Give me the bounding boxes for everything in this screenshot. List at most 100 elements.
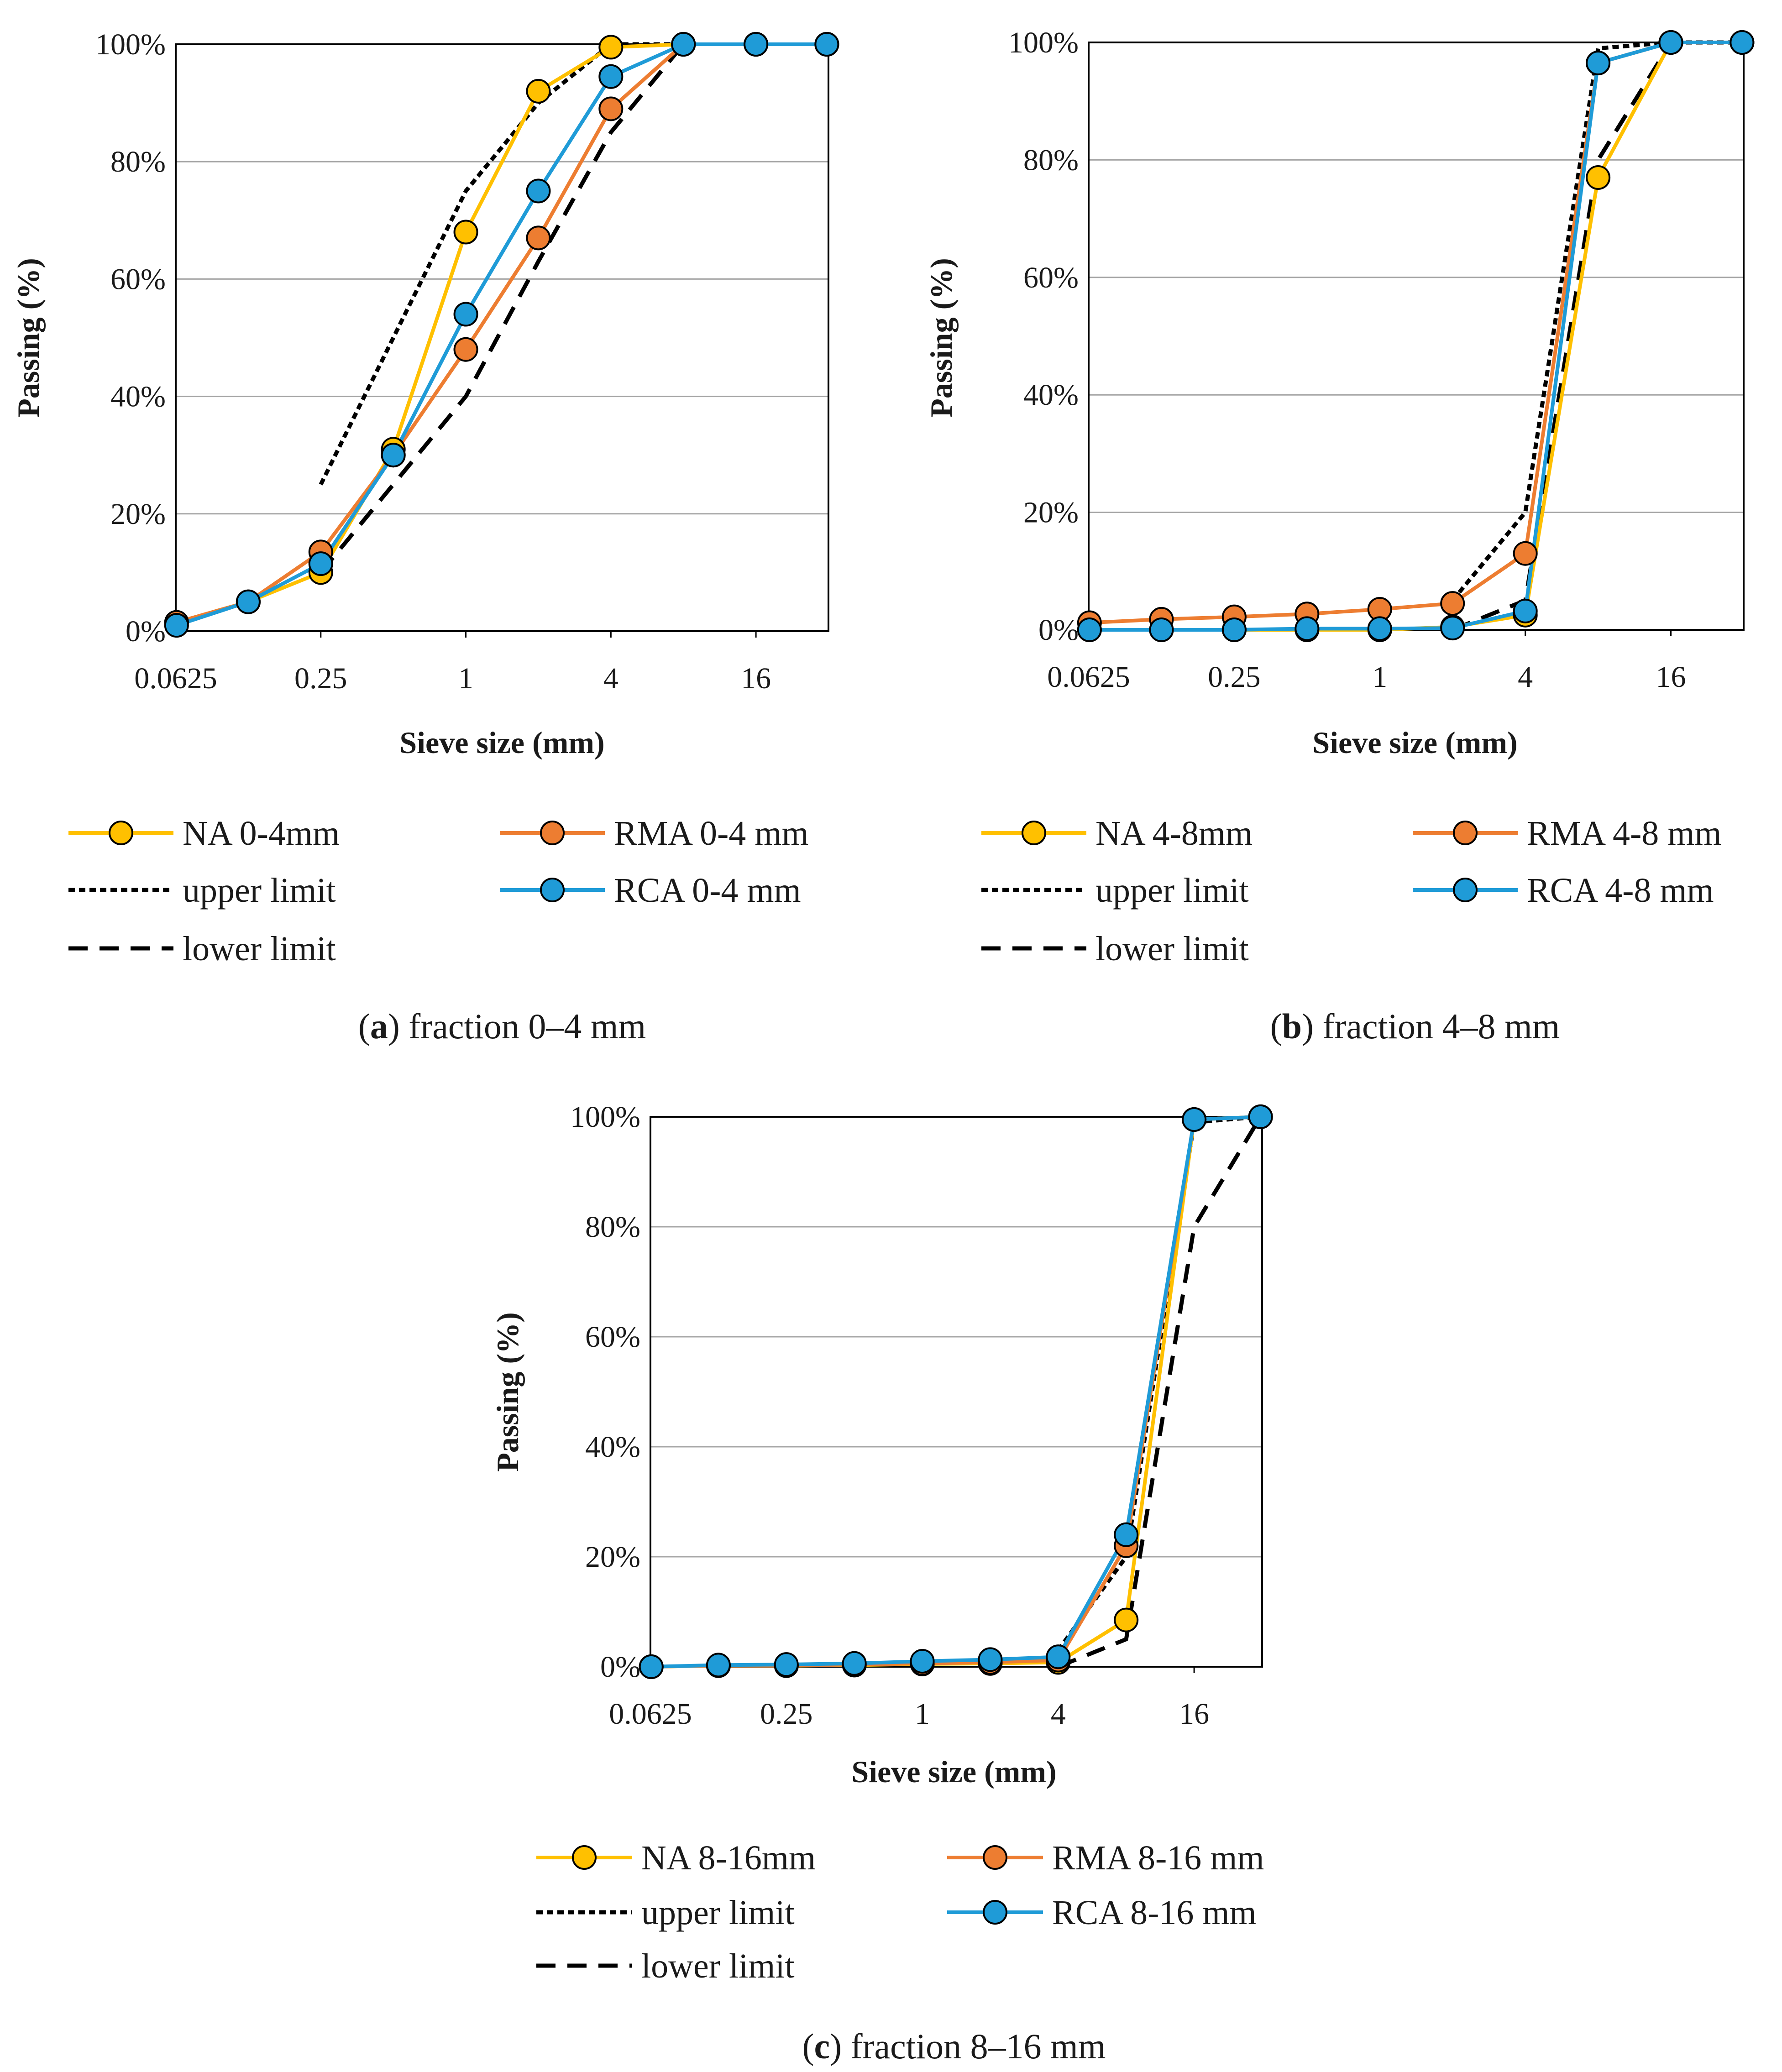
legend-item: lower limit <box>68 930 336 968</box>
data-point-rca-4-8-mm <box>1149 617 1174 642</box>
legend-label: lower limit <box>641 1947 795 1985</box>
data-point-rca-8-16-mm <box>1248 1104 1273 1129</box>
data-point-rca-0-4-mm <box>453 302 478 327</box>
data-point-rma-0-4-mm <box>526 225 551 251</box>
y-tick-label: 80% <box>110 145 166 178</box>
legend-label: lower limit <box>183 930 336 968</box>
legend-label: NA 0-4mm <box>183 814 340 853</box>
series-line-upper-limit <box>319 42 684 486</box>
series-line-lower-limit <box>1057 1115 1263 1669</box>
legend-marker <box>1453 878 1478 902</box>
legend-marker <box>983 1845 1007 1870</box>
y-axis-title: Passing (%) <box>924 258 959 417</box>
series-line-upper-limit <box>1451 40 1742 602</box>
data-point-rca-0-4-mm <box>526 178 551 204</box>
legend-label: RCA 0-4 mm <box>614 871 801 910</box>
y-tick-label: 60% <box>110 262 166 296</box>
y-tick-label: 20% <box>1023 496 1079 529</box>
x-tick-label: 4 <box>1518 660 1533 694</box>
x-tick-label: 0.25 <box>760 1697 813 1731</box>
legend-item: RMA 4-8 mm <box>1413 814 1722 853</box>
x-tick-label: 1 <box>1372 660 1387 694</box>
legend-item: RMA 8-16 mm <box>947 1839 1264 1877</box>
series-line-rma-0-4-mm <box>176 42 827 624</box>
data-point-rma-0-4-mm <box>598 96 624 121</box>
legend-label: NA 8-16mm <box>641 1839 816 1877</box>
legend-label: upper limit <box>1095 871 1249 910</box>
legend-label: upper limit <box>641 1894 795 1932</box>
series-line-rca-0-4-mm <box>176 42 827 627</box>
legend-marker <box>1453 821 1478 845</box>
data-point-rca-0-4-mm <box>671 32 696 57</box>
series-line-na-0-4mm <box>176 42 827 624</box>
legend-label: NA 4-8mm <box>1095 814 1253 853</box>
y-axis-title: Passing (%) <box>11 258 46 417</box>
data-point-rca-4-8-mm <box>1295 616 1320 641</box>
data-point-rca-0-4-mm <box>814 32 839 57</box>
data-point-na-4-8mm <box>1586 165 1611 190</box>
data-point-rca-4-8-mm <box>1586 51 1611 76</box>
data-point-na-8-16mm <box>1114 1607 1139 1632</box>
legend-item: RMA 0-4 mm <box>500 814 809 853</box>
y-tick-label: 100% <box>95 28 166 61</box>
y-tick-label: 40% <box>585 1430 640 1464</box>
data-point-rca-8-16-mm <box>1114 1522 1139 1547</box>
series-line-rca-8-16-mm <box>651 1115 1261 1669</box>
y-tick-label: 60% <box>585 1320 640 1354</box>
legend-item: RCA 0-4 mm <box>500 871 801 910</box>
x-tick-label: 0.0625 <box>609 1697 692 1731</box>
y-tick-label: 20% <box>110 497 166 531</box>
data-point-rca-4-8-mm <box>1367 616 1392 641</box>
data-point-rca-8-16-mm <box>842 1651 867 1676</box>
legend-marker <box>1022 821 1046 845</box>
y-tick-label: 20% <box>585 1540 640 1574</box>
data-point-rca-0-4-mm <box>598 64 624 89</box>
data-point-rca-8-16-mm <box>1182 1107 1207 1132</box>
y-tick-label: 40% <box>1023 378 1079 412</box>
data-point-rma-0-4-mm <box>453 337 478 362</box>
x-axis-title: Sieve size (mm) <box>851 1754 1056 1789</box>
legend-marker <box>109 821 133 845</box>
y-tick-label: 80% <box>585 1210 640 1244</box>
data-point-rma-4-8-mm <box>1513 541 1538 566</box>
x-tick-label: 1 <box>458 662 473 695</box>
legend-item: NA 8-16mm <box>536 1839 816 1877</box>
series-line-rca-4-8-mm <box>1089 41 1742 632</box>
plot-frame <box>175 43 829 632</box>
data-point-rca-0-4-mm <box>308 551 333 576</box>
y-axis-title: Passing (%) <box>490 1312 525 1471</box>
data-point-rca-0-4-mm <box>236 589 261 614</box>
plot-frame <box>650 1116 1263 1668</box>
x-tick-label: 16 <box>1179 1697 1209 1731</box>
series-line-rma-8-16-mm <box>651 1115 1261 1669</box>
data-point-rca-4-8-mm <box>1221 617 1247 642</box>
legend-label: RCA 8-16 mm <box>1052 1894 1257 1932</box>
y-tick-label: 100% <box>570 1100 640 1134</box>
legend-item: NA 4-8mm <box>981 814 1253 853</box>
legend-marker <box>540 821 565 845</box>
panel-caption: (a) fraction 0–4 mm <box>358 1006 646 1046</box>
x-axis-title: Sieve size (mm) <box>1312 725 1517 760</box>
x-tick-label: 0.0625 <box>134 662 217 695</box>
legend-item: RCA 4-8 mm <box>1413 871 1714 910</box>
legend-item: NA 0-4mm <box>68 814 340 853</box>
y-tick-label: 80% <box>1023 143 1079 177</box>
data-point-rca-4-8-mm <box>1658 30 1683 55</box>
data-point-rma-4-8-mm <box>1440 591 1465 616</box>
legend-item: upper limit <box>68 871 336 910</box>
panel-caption: (c) fraction 8–16 mm <box>802 2026 1106 2066</box>
plot-frame <box>1088 42 1745 631</box>
legend-marker <box>572 1845 597 1870</box>
data-point-rca-0-4-mm <box>381 443 406 468</box>
legend-label: lower limit <box>1095 930 1249 968</box>
legend-label: RCA 4-8 mm <box>1527 871 1714 910</box>
x-tick-label: 4 <box>603 662 618 695</box>
legend-marker <box>540 878 565 902</box>
series-line-rma-4-8-mm <box>1089 41 1742 625</box>
x-tick-label: 16 <box>741 662 771 695</box>
y-tick-label: 0% <box>126 615 166 648</box>
data-point-rca-4-8-mm <box>1730 30 1755 55</box>
series-line-na-4-8mm <box>1089 41 1742 632</box>
panel-caption: (b) fraction 4–8 mm <box>1270 1006 1560 1046</box>
data-point-rca-8-16-mm <box>910 1648 935 1674</box>
